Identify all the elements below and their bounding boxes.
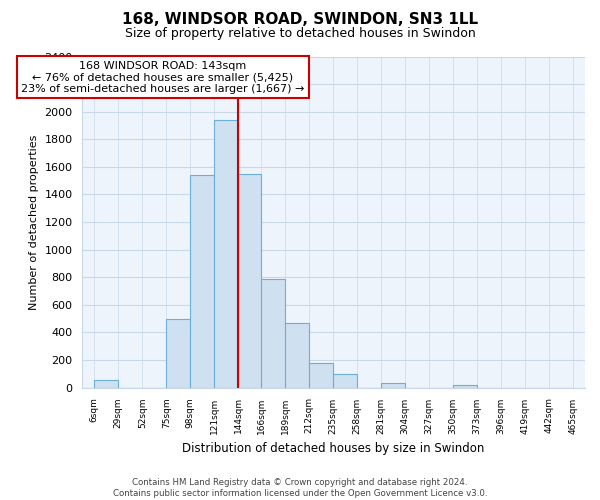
Text: Contains HM Land Registry data © Crown copyright and database right 2024.
Contai: Contains HM Land Registry data © Crown c… — [113, 478, 487, 498]
Bar — [285, 322, 309, 388]
Bar — [453, 384, 477, 388]
Bar — [166, 318, 190, 388]
Bar — [309, 362, 333, 388]
Y-axis label: Number of detached properties: Number of detached properties — [29, 134, 39, 310]
Bar — [381, 382, 405, 388]
Bar — [261, 278, 285, 388]
Bar — [333, 374, 357, 388]
Bar — [214, 120, 238, 388]
Text: 168, WINDSOR ROAD, SWINDON, SN3 1LL: 168, WINDSOR ROAD, SWINDON, SN3 1LL — [122, 12, 478, 28]
Text: 168 WINDSOR ROAD: 143sqm
← 76% of detached houses are smaller (5,425)
23% of sem: 168 WINDSOR ROAD: 143sqm ← 76% of detach… — [21, 60, 304, 94]
Bar — [238, 174, 261, 388]
Bar — [190, 175, 214, 388]
Text: Size of property relative to detached houses in Swindon: Size of property relative to detached ho… — [125, 28, 475, 40]
X-axis label: Distribution of detached houses by size in Swindon: Distribution of detached houses by size … — [182, 442, 485, 455]
Bar — [94, 380, 118, 388]
